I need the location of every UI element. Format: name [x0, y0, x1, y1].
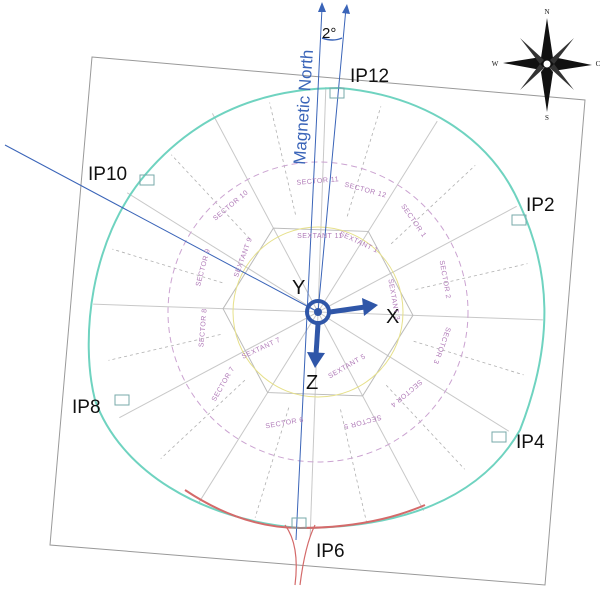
- angle-arc: [321, 37, 343, 41]
- north-line: [295, 7, 323, 541]
- sector-label: SECTOR 5: [343, 413, 382, 430]
- z-arrow: [313, 323, 321, 356]
- compass-w: W: [492, 60, 499, 68]
- ip-marker: [291, 517, 307, 529]
- ring-spur: [284, 524, 316, 586]
- dashed-line: [171, 154, 251, 240]
- ip-marker: [491, 431, 507, 443]
- dashed-line: [160, 379, 246, 459]
- sector-label: SECTOR 1: [399, 203, 427, 239]
- north-line: [317, 7, 347, 313]
- inner-circle: [232, 226, 404, 398]
- dashed-line: [413, 340, 524, 376]
- sector-label: SECTOR 7: [211, 366, 237, 403]
- north-label: Magnetic North: [290, 49, 317, 165]
- arrow-head: [342, 4, 350, 14]
- sextant-label: SEXTANT 1: [338, 231, 379, 255]
- radial-line: [93, 303, 319, 313]
- z-label: Z: [306, 372, 318, 394]
- y-axis-dot: [314, 308, 322, 316]
- y-label: Y: [292, 277, 305, 299]
- sextant-label: SEXTANT 11: [297, 233, 343, 240]
- ip-label: IP12: [350, 66, 389, 87]
- radial-line: [317, 311, 510, 432]
- sector-label: SECTOR 8: [198, 308, 208, 347]
- ip-marker: [329, 87, 345, 99]
- compass-n: N: [544, 8, 549, 16]
- sextant-label: SEXTANT 7: [241, 337, 282, 361]
- ip-label: IP8: [72, 397, 101, 418]
- x-label: X: [386, 306, 399, 328]
- z-arrow-head: [307, 352, 325, 368]
- dashed-line: [415, 263, 528, 290]
- frame: [49, 56, 586, 586]
- ring-red: [184, 489, 426, 530]
- sector-label: SECTOR 4: [389, 378, 423, 408]
- radial-line: [317, 311, 425, 511]
- grid: [93, 87, 543, 537]
- radial-line: [317, 120, 438, 313]
- ring: [87, 86, 546, 530]
- compass-rose: [503, 18, 592, 112]
- ip-marker: [511, 214, 527, 226]
- angle-label: 2°: [322, 25, 336, 42]
- ip-label: IP6: [316, 541, 345, 562]
- x-arrow-head: [362, 298, 378, 316]
- beam-line: [4, 144, 319, 313]
- radial-line: [211, 113, 319, 313]
- dashed-line: [254, 407, 290, 518]
- ip-label: IP10: [88, 164, 127, 185]
- radial-line: [317, 205, 517, 313]
- radial-line: [198, 311, 319, 504]
- ip-marker: [114, 394, 130, 406]
- dashed-line: [269, 102, 296, 215]
- compass-s: S: [545, 114, 549, 122]
- dashed-line: [346, 106, 382, 217]
- arrow-head: [318, 2, 326, 12]
- radial-line: [119, 311, 319, 419]
- dashed-line: [385, 384, 465, 470]
- ip-label: IP4: [516, 432, 545, 453]
- ip-label: IP2: [526, 195, 555, 216]
- sector-label: SECTOR 12: [344, 182, 388, 200]
- radial-line: [317, 311, 543, 321]
- radial-line: [126, 192, 319, 313]
- sector-label: SECTOR 6: [265, 417, 305, 431]
- sector-circle: [167, 161, 469, 463]
- dashed-line: [390, 165, 476, 245]
- hexagon: [222, 227, 414, 397]
- ip-marker: [139, 174, 155, 186]
- sector-label: SECTOR 9: [195, 248, 212, 287]
- sextant-label: SEXTANT 5: [327, 353, 367, 380]
- y-axis-symbol: [305, 299, 331, 325]
- dashed-line: [340, 409, 367, 522]
- sector-label: SECTOR 2: [438, 260, 452, 300]
- dashed-line: [108, 334, 221, 361]
- sector-label: SECTOR 10: [212, 189, 250, 222]
- sector-label: SECTOR 11: [296, 176, 339, 187]
- sector-label: SECTOR 3: [431, 326, 451, 365]
- compass-e: C: [596, 60, 601, 68]
- dashed-line: [112, 248, 223, 284]
- radial-line: [317, 87, 327, 313]
- x-arrow: [329, 304, 366, 315]
